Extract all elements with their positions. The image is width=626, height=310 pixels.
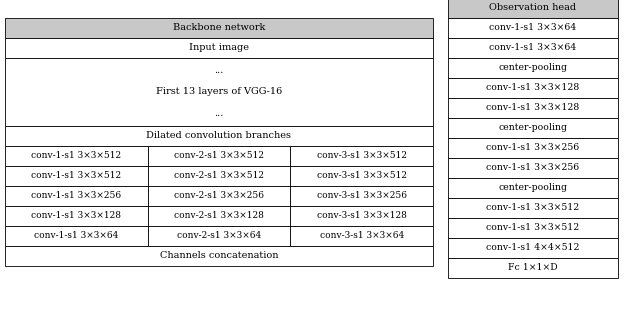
Bar	[290, 186, 433, 206]
Bar	[148, 166, 290, 186]
Text: conv-2-s1 3×3×512: conv-2-s1 3×3×512	[174, 171, 264, 180]
Bar	[448, 98, 618, 118]
Text: conv-3-s1 3×3×256: conv-3-s1 3×3×256	[317, 192, 407, 201]
Text: conv-3-s1 3×3×512: conv-3-s1 3×3×512	[317, 171, 407, 180]
Bar	[448, 238, 618, 258]
Text: center-pooling: center-pooling	[498, 184, 568, 193]
Bar	[148, 206, 290, 226]
Bar	[5, 206, 148, 226]
Text: conv-2-s1 3×3×128: conv-2-s1 3×3×128	[174, 211, 264, 220]
Text: Channels concatenation: Channels concatenation	[160, 251, 278, 260]
Bar	[5, 186, 148, 206]
Text: conv-1-s1 3×3×64: conv-1-s1 3×3×64	[490, 43, 577, 52]
Text: ...: ...	[214, 66, 223, 75]
Bar	[290, 206, 433, 226]
Text: Dilated convolution branches: Dilated convolution branches	[146, 131, 292, 140]
Bar	[148, 146, 290, 166]
Text: conv-2-s1 3×3×512: conv-2-s1 3×3×512	[174, 152, 264, 161]
Bar	[448, 198, 618, 218]
Bar	[148, 186, 290, 206]
Text: conv-1-s1 3×3×256: conv-1-s1 3×3×256	[31, 192, 121, 201]
Bar	[5, 146, 148, 166]
Bar	[448, 178, 618, 198]
Text: conv-1-s1 3×3×64: conv-1-s1 3×3×64	[490, 24, 577, 33]
Bar	[5, 246, 433, 266]
Text: Fc 1×1×D: Fc 1×1×D	[508, 264, 558, 272]
Bar	[290, 166, 433, 186]
Bar	[448, 138, 618, 158]
Text: conv-2-s1 3×3×64: conv-2-s1 3×3×64	[177, 232, 261, 241]
Bar	[5, 166, 148, 186]
Text: conv-1-s1 3×3×256: conv-1-s1 3×3×256	[486, 163, 580, 172]
Text: conv-1-s1 3×3×128: conv-1-s1 3×3×128	[31, 211, 121, 220]
Bar	[448, 118, 618, 138]
Bar	[148, 226, 290, 246]
Text: conv-1-s1 3×3×512: conv-1-s1 3×3×512	[486, 224, 580, 232]
Bar	[448, 258, 618, 278]
Text: conv-3-s1 3×3×128: conv-3-s1 3×3×128	[317, 211, 407, 220]
Text: conv-1-s1 3×3×512: conv-1-s1 3×3×512	[31, 152, 121, 161]
Text: conv-1-s1 3×3×64: conv-1-s1 3×3×64	[34, 232, 118, 241]
Text: Observation head: Observation head	[490, 3, 577, 12]
Bar	[448, 38, 618, 58]
Text: conv-1-s1 3×3×128: conv-1-s1 3×3×128	[486, 83, 580, 92]
Text: conv-1-s1 4×4×512: conv-1-s1 4×4×512	[486, 243, 580, 253]
Text: Input image: Input image	[189, 43, 249, 52]
Text: conv-3-s1 3×3×64: conv-3-s1 3×3×64	[319, 232, 404, 241]
Bar	[448, 58, 618, 78]
Text: center-pooling: center-pooling	[498, 123, 568, 132]
Bar	[5, 226, 148, 246]
Bar	[448, 18, 618, 38]
Text: ...: ...	[214, 109, 223, 118]
Text: center-pooling: center-pooling	[498, 64, 568, 73]
Bar	[5, 38, 433, 58]
Text: conv-1-s1 3×3×128: conv-1-s1 3×3×128	[486, 104, 580, 113]
Text: conv-1-s1 3×3×512: conv-1-s1 3×3×512	[31, 171, 121, 180]
Bar	[448, 218, 618, 238]
Bar	[5, 126, 433, 146]
Bar	[448, 78, 618, 98]
Bar	[290, 146, 433, 166]
Bar	[5, 58, 433, 126]
Text: conv-3-s1 3×3×512: conv-3-s1 3×3×512	[317, 152, 407, 161]
Text: Backbone network: Backbone network	[173, 24, 265, 33]
Bar	[448, 158, 618, 178]
Bar	[448, 0, 618, 18]
Text: conv-1-s1 3×3×512: conv-1-s1 3×3×512	[486, 203, 580, 212]
Text: conv-2-s1 3×3×256: conv-2-s1 3×3×256	[174, 192, 264, 201]
Bar	[290, 226, 433, 246]
Bar	[5, 18, 433, 38]
Text: First 13 layers of VGG-16: First 13 layers of VGG-16	[156, 87, 282, 96]
Text: conv-1-s1 3×3×256: conv-1-s1 3×3×256	[486, 144, 580, 153]
